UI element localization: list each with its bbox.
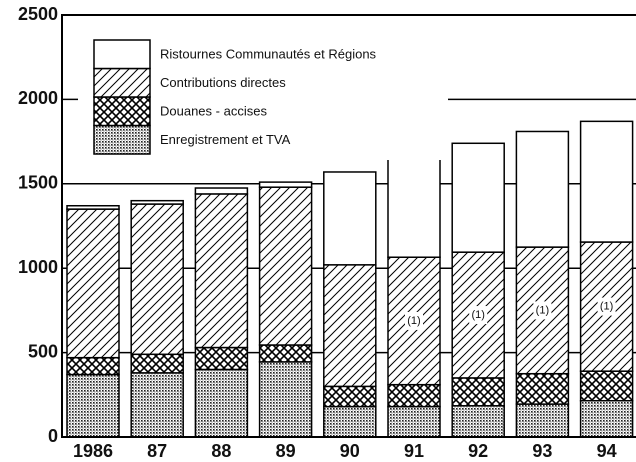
- bar-segment: [579, 399, 634, 438]
- bar-segment: [258, 181, 313, 188]
- y-tick-label: 0: [48, 426, 58, 446]
- x-tick-label: 89: [276, 441, 296, 461]
- bar-segment: [258, 344, 313, 363]
- legend-swatch: [93, 67, 151, 98]
- annotation-bg: [469, 306, 488, 325]
- legend-label: Ristournes Communautés et Régions: [160, 46, 377, 61]
- y-tick-label: 1500: [18, 173, 58, 193]
- bar-segment: [194, 346, 249, 371]
- bar-segment: [451, 405, 505, 438]
- bar-segment: [515, 130, 570, 248]
- bar-segment: [387, 256, 441, 386]
- x-tick-label: 87: [147, 441, 167, 461]
- bar-segment: [451, 142, 505, 253]
- bar-segment: [323, 264, 377, 388]
- bar-segment: [66, 204, 120, 210]
- legend-label: Enregistrement et TVA: [160, 132, 291, 147]
- bar-segment: [323, 405, 377, 438]
- bar-segment: [258, 186, 313, 346]
- bar-segment: [194, 193, 249, 349]
- bar-segment: [194, 368, 249, 438]
- plot-frame: [61, 14, 636, 438]
- legend-label: Contributions directes: [160, 75, 286, 90]
- x-tick-label: 1986: [73, 441, 113, 461]
- bar-segment: [130, 199, 184, 205]
- x-tick-label: 91: [404, 441, 424, 461]
- annotation: (1): [407, 315, 420, 327]
- annotation: (1): [471, 309, 484, 321]
- bar-segment: [579, 120, 634, 243]
- legend-label: Douanes - accises: [160, 103, 267, 118]
- bar-segment: [451, 377, 505, 407]
- legend-swatch: [93, 96, 151, 127]
- x-tick-label: 94: [597, 441, 617, 461]
- y-tick-label: 1000: [18, 257, 58, 277]
- y-tick-label: 2500: [18, 4, 58, 24]
- x-tick-label: 93: [532, 441, 552, 461]
- annotation-bg: [533, 301, 552, 320]
- bar-segment: [515, 403, 570, 438]
- bar-segment: [194, 187, 249, 195]
- bar-segment: [387, 383, 441, 408]
- bar-segment: [323, 385, 377, 408]
- legend-swatch: [93, 124, 151, 155]
- annotation: (1): [600, 301, 613, 313]
- bar-segment: [130, 353, 184, 374]
- bar-segment: [130, 372, 184, 438]
- bar-segment: [258, 361, 313, 438]
- annotation-bg: [597, 297, 616, 316]
- bar-segment: [66, 208, 120, 359]
- legend-swatch: [93, 39, 151, 70]
- y-tick-label: 2000: [18, 88, 58, 108]
- x-tick-label: 88: [211, 441, 231, 461]
- annotation-bg: [405, 311, 423, 330]
- bar-segment: [130, 203, 184, 356]
- bar-segment: [387, 405, 441, 438]
- bar-segment: [66, 373, 120, 438]
- bar-segment: [579, 370, 634, 402]
- bar-segment: [66, 356, 120, 376]
- x-tick-label: 90: [340, 441, 360, 461]
- bar-segment: [515, 372, 570, 405]
- x-tick-label: 92: [468, 441, 488, 461]
- bar-segment: [387, 153, 441, 258]
- bar-segment: [323, 171, 377, 266]
- y-tick-label: 500: [28, 341, 58, 361]
- annotation: (1): [536, 304, 549, 316]
